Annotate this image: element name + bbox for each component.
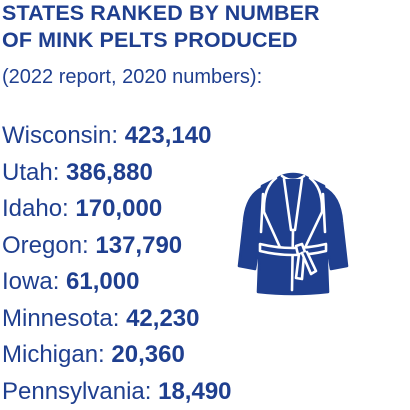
state-name: Pennsylvania: xyxy=(2,377,152,405)
pelt-count: 18,490 xyxy=(158,377,232,405)
fur-coat-icon xyxy=(237,172,349,296)
ranking-item-oregon: Oregon: 137,790 xyxy=(2,228,232,265)
pelt-count: 61,000 xyxy=(66,268,140,295)
pelt-count: 42,230 xyxy=(126,304,200,332)
state-name: Oregon: xyxy=(2,231,89,259)
pelt-count: 386,880 xyxy=(66,158,153,186)
ranking-item-iowa: Iowa: 61,000 xyxy=(2,264,232,301)
title-line-2: OF MINK PELTS PRODUCED xyxy=(2,28,298,52)
state-name: Minnesota: xyxy=(2,304,120,332)
state-name: Michigan: xyxy=(2,341,105,368)
pelt-count: 423,140 xyxy=(124,122,212,149)
title-line-1: STATES RANKED BY NUMBER xyxy=(2,1,320,25)
pelt-count: 170,000 xyxy=(75,195,163,222)
state-name: Idaho: xyxy=(2,195,69,222)
ranking-item-minnesota: Minnesota: 42,230 xyxy=(2,301,232,338)
state-name: Iowa: xyxy=(2,268,60,295)
ranking-item-wisconsin: Wisconsin: 423,140 xyxy=(2,118,232,155)
ranking-item-pennsylvania: Pennsylvania: 18,490 xyxy=(2,374,232,410)
pelt-count: 20,360 xyxy=(111,341,185,368)
pelt-count: 137,790 xyxy=(95,231,183,259)
state-rankings-list: Wisconsin: 423,140 Utah: 386,880 Idaho: … xyxy=(2,118,232,410)
state-name: Wisconsin: xyxy=(2,122,119,149)
infographic-title: STATES RANKED BY NUMBER OF MINK PELTS PR… xyxy=(2,0,320,54)
ranking-item-idaho: Idaho: 170,000 xyxy=(2,191,232,228)
infographic-subtitle: (2022 report, 2020 numbers): xyxy=(2,66,263,88)
ranking-item-utah: Utah: 386,880 xyxy=(2,155,232,192)
state-name: Utah: xyxy=(2,158,60,186)
ranking-item-michigan: Michigan: 20,360 xyxy=(2,337,232,374)
